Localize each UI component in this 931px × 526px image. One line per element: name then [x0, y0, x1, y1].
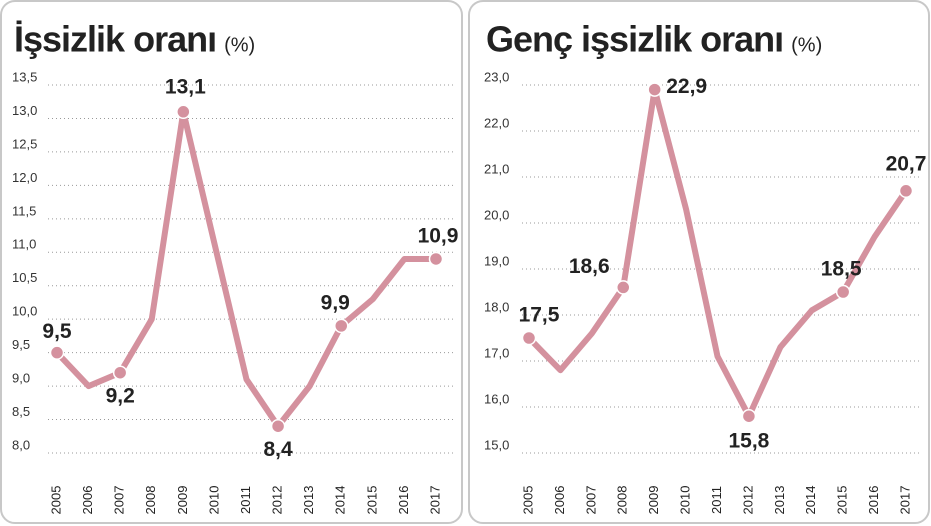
data-point — [270, 418, 286, 434]
x-tick-label: 2010 — [206, 486, 221, 515]
x-tick-label: 2013 — [772, 486, 787, 515]
x-tick-label: 2015 — [835, 486, 850, 515]
x-tick-label: 2016 — [396, 486, 411, 515]
x-tick-label: 2011 — [709, 486, 724, 514]
y-tick-label: 10,0 — [12, 304, 37, 319]
x-tick-label: 2008 — [143, 486, 158, 515]
data-label: 15,8 — [728, 430, 769, 453]
x-tick-label: 2008 — [615, 486, 630, 515]
data-label: 8,4 — [263, 438, 293, 461]
y-tick-label: 22,0 — [484, 115, 509, 130]
y-tick-label: 12,0 — [12, 170, 37, 185]
y-tick-label: 15,0 — [484, 437, 509, 452]
x-tick-label: 2014 — [803, 486, 818, 515]
x-tick-label: 2017 — [897, 486, 912, 515]
chart-unit: (%) — [224, 34, 255, 56]
data-point — [741, 408, 757, 424]
data-label: 9,9 — [321, 291, 350, 314]
data-point — [112, 365, 128, 380]
y-tick-label: 19,0 — [484, 253, 509, 268]
data-label: 9,2 — [106, 384, 135, 407]
y-tick-label: 17,0 — [484, 345, 509, 360]
data-label: 13,1 — [165, 75, 206, 98]
y-tick-label: 11,5 — [12, 203, 36, 218]
y-tick-label: 13,5 — [12, 69, 37, 84]
y-tick-label: 21,0 — [484, 161, 509, 176]
y-tick-label: 11,0 — [12, 237, 36, 252]
data-label: 22,9 — [666, 75, 707, 98]
y-tick-label: 23,0 — [484, 69, 509, 84]
data-label: 17,5 — [519, 304, 560, 327]
data-label: 9,5 — [42, 320, 72, 343]
x-tick-label: 2012 — [740, 486, 755, 515]
data-point — [176, 104, 191, 120]
x-tick-label: 2009 — [646, 486, 661, 515]
x-tick-label: 2017 — [427, 486, 442, 515]
y-tick-label: 8,5 — [12, 404, 30, 419]
data-point — [49, 345, 65, 360]
x-tick-label: 2015 — [364, 486, 379, 515]
y-tick-label: 13,0 — [12, 103, 37, 118]
data-point — [428, 251, 444, 267]
x-tick-label: 2006 — [80, 486, 95, 515]
x-tick-label: 2007 — [112, 486, 127, 515]
panel — [0, 0, 463, 524]
x-tick-label: 2007 — [583, 486, 598, 515]
x-tick-label: 2014 — [333, 486, 348, 515]
chart-unit: (%) — [791, 34, 822, 56]
y-tick-label: 12,5 — [12, 136, 37, 151]
data-point — [898, 183, 914, 199]
data-point — [521, 330, 537, 346]
y-tick-label: 10,5 — [12, 270, 37, 285]
x-tick-label: 2010 — [678, 486, 693, 515]
data-label: 20,7 — [886, 152, 927, 175]
y-tick-label: 9,0 — [12, 371, 30, 386]
x-tick-label: 2013 — [301, 486, 316, 515]
y-tick-label: 20,0 — [484, 207, 509, 222]
data-label: 10,9 — [418, 225, 459, 248]
data-point — [616, 280, 631, 295]
data-point — [647, 82, 662, 97]
y-tick-label: 8,0 — [12, 437, 30, 452]
x-tick-label: 2011 — [238, 486, 253, 514]
chart-title: İşsizlik oranı — [14, 19, 216, 60]
x-tick-label: 2009 — [175, 486, 190, 515]
x-tick-label: 2005 — [48, 486, 63, 515]
chart-title: Genç işsizlik oranı — [486, 19, 783, 60]
y-tick-label: 9,5 — [12, 337, 30, 352]
x-tick-label: 2005 — [520, 486, 535, 515]
y-tick-label: 16,0 — [484, 391, 509, 406]
data-label: 18,5 — [821, 258, 862, 281]
x-tick-label: 2012 — [270, 486, 285, 515]
data-point — [334, 318, 349, 334]
y-tick-label: 18,0 — [484, 299, 509, 314]
x-tick-label: 2016 — [866, 486, 881, 515]
data-label: 18,6 — [569, 255, 610, 278]
data-point — [835, 284, 851, 300]
x-tick-label: 2006 — [552, 486, 567, 515]
